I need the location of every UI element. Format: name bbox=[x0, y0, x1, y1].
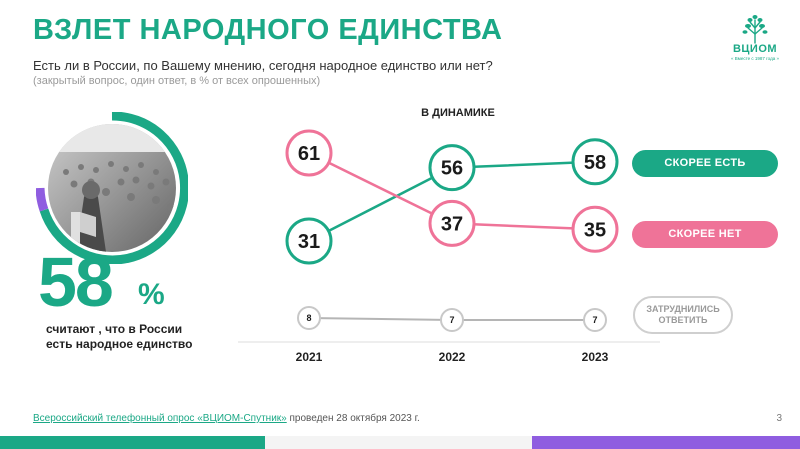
data-label-1-0: 61 bbox=[298, 143, 320, 165]
bottom-bar-purple bbox=[532, 436, 800, 449]
data-label-1-1: 37 bbox=[441, 213, 463, 235]
source-note: Всероссийский телефонный опрос «ВЦИОМ-Сп… bbox=[33, 413, 420, 424]
data-point-2-1 bbox=[440, 308, 464, 332]
data-point-1-0 bbox=[285, 129, 333, 177]
headline-percent-sign: % bbox=[138, 278, 165, 311]
headline-percentage: 58 bbox=[38, 243, 114, 321]
logo-brand: ВЦИОМ bbox=[732, 43, 778, 55]
data-label-2-2: 7 bbox=[592, 315, 597, 325]
survey-question: Есть ли в России, по Вашему мнению, сего… bbox=[33, 58, 493, 73]
legend-no: СКОРЕЕ НЕТ bbox=[632, 221, 778, 248]
page-number: 3 bbox=[776, 413, 782, 424]
data-label-2-0: 8 bbox=[306, 313, 311, 323]
headline-caption: считают , что в России есть народное еди… bbox=[46, 322, 193, 351]
x-tick-label-1: 2022 bbox=[439, 350, 466, 364]
legend-yes: СКОРЕЕ ЕСТЬ bbox=[632, 150, 778, 177]
data-point-0-0 bbox=[285, 217, 333, 265]
data-point-2-2 bbox=[583, 308, 607, 332]
logo-tagline: « Вместе с 1987 года » bbox=[731, 56, 779, 61]
progress-ring-purple bbox=[35, 187, 49, 212]
bottom-color-bar bbox=[0, 436, 800, 449]
chart-title: В ДИНАМИКЕ bbox=[421, 107, 495, 119]
source-date: проведен 28 октября 2023 г. bbox=[286, 413, 420, 424]
bottom-bar-green bbox=[0, 436, 265, 449]
vciom-logo: ВЦИОМ « Вместе с 1987 года » bbox=[722, 14, 788, 64]
data-point-2-0 bbox=[297, 306, 321, 330]
x-tick-label-2: 2023 bbox=[582, 350, 609, 364]
data-point-0-1 bbox=[428, 144, 476, 192]
source-link[interactable]: Всероссийский телефонный опрос «ВЦИОМ-Сп… bbox=[33, 413, 287, 424]
x-tick-label-0: 2021 bbox=[296, 350, 323, 364]
data-label-0-1: 56 bbox=[441, 158, 463, 180]
data-point-1-2 bbox=[571, 205, 619, 253]
bottom-bar-light bbox=[265, 436, 532, 449]
tree-icon bbox=[742, 15, 768, 44]
data-point-0-2 bbox=[571, 138, 619, 186]
progress-ring-green bbox=[39, 111, 190, 265]
page-title: ВЗЛЕТ НАРОДНОГО ЕДИНСТВА bbox=[33, 14, 503, 46]
legend-hard-to-answer: ЗАТРУДНИЛИСЬ ОТВЕТИТЬ bbox=[633, 296, 733, 334]
survey-question-note: (закрытый вопрос, один ответ, в % от все… bbox=[33, 75, 321, 87]
crowd-photo-ring bbox=[35, 111, 190, 265]
data-point-1-1 bbox=[428, 199, 476, 247]
data-label-0-0: 31 bbox=[298, 231, 320, 253]
data-label-2-1: 7 bbox=[449, 315, 454, 325]
data-label-1-2: 35 bbox=[584, 219, 606, 241]
data-label-0-2: 58 bbox=[584, 152, 606, 174]
